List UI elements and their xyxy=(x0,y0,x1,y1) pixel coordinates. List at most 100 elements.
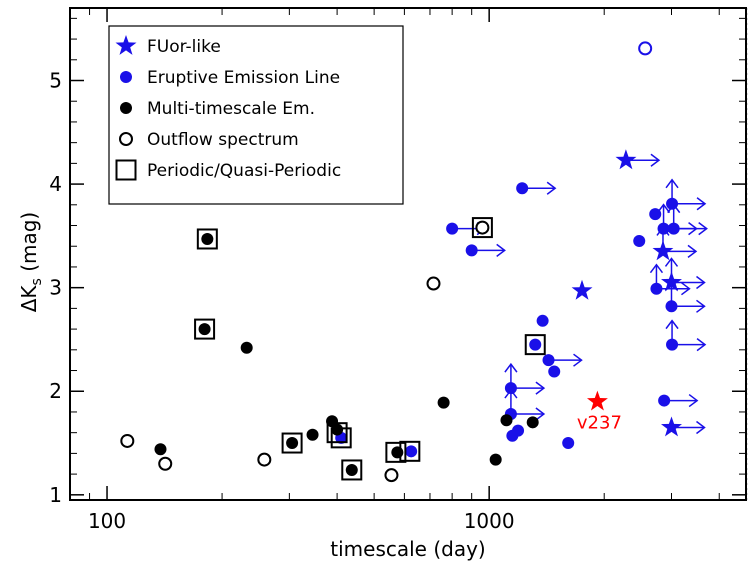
data-point-dot xyxy=(650,282,663,295)
data-point-dot xyxy=(489,453,502,466)
data-point-dot xyxy=(306,428,319,441)
data-point-dot xyxy=(657,222,670,235)
lower-limit-arrowhead-right xyxy=(687,244,698,259)
y-tick-label: 3 xyxy=(49,276,62,300)
data-point-dot xyxy=(331,423,344,436)
data-point-dot xyxy=(667,222,680,235)
x-axis-label: timescale (day) xyxy=(330,537,485,561)
data-point-star xyxy=(587,390,608,411)
data-point-square xyxy=(471,217,493,239)
axis-ticks: 1 2 3 4 5 100 1000 xyxy=(49,8,746,533)
lower-limit-arrowhead-up xyxy=(664,257,679,267)
data-point-dot xyxy=(286,437,299,450)
lower-limit-arrowhead-right xyxy=(696,338,707,352)
legend-label: Outflow spectrum xyxy=(147,130,299,150)
data-point-ring xyxy=(638,41,653,56)
data-point-dot xyxy=(500,414,513,427)
data-point-ring xyxy=(475,220,490,235)
legend-label: Eruptive Emission Line xyxy=(147,68,340,88)
data-marks: v237 xyxy=(120,41,708,483)
data-point-square xyxy=(399,440,421,462)
data-point-square xyxy=(341,459,363,481)
data-point-dot xyxy=(516,182,529,195)
legend-marker-ring xyxy=(119,132,133,146)
legend-label: Periodic/Quasi-Periodic xyxy=(147,161,341,181)
data-point-square xyxy=(330,427,352,449)
data-point-star xyxy=(661,416,682,437)
data-point-ring xyxy=(426,276,441,291)
point-annotation: v237 xyxy=(577,413,622,434)
y-tick-label: 4 xyxy=(49,172,62,196)
data-point-dot xyxy=(633,235,646,248)
lower-limit-arrowhead-up xyxy=(667,203,681,214)
data-point-square xyxy=(281,432,303,454)
legend: FUor-like Eruptive Emission Line Multi-tim… xyxy=(108,25,404,205)
legend-marker-dot xyxy=(120,71,132,83)
y-tick-label: 1 xyxy=(49,483,62,507)
data-point-dot xyxy=(526,416,539,429)
lower-limit-arrowhead-up xyxy=(504,362,518,373)
plot-frame xyxy=(69,7,747,501)
data-point-square xyxy=(196,228,218,250)
data-point-square xyxy=(524,334,546,356)
data-point-square xyxy=(194,318,216,340)
y-axis-label: ΔKs (mag) xyxy=(17,212,45,313)
data-point-ring xyxy=(257,452,272,467)
data-point-dot xyxy=(529,338,542,351)
data-point-dot xyxy=(240,341,253,354)
lower-limit-arrowhead-right xyxy=(696,275,706,290)
legend-marker-dot xyxy=(120,102,132,114)
data-point-dot xyxy=(536,314,549,327)
y-tick-label: 5 xyxy=(49,69,62,93)
lower-limit-arrowhead-up xyxy=(664,281,679,291)
lower-limit-arrowhead-up xyxy=(665,319,679,330)
data-point-dot xyxy=(562,437,575,450)
data-point-dot xyxy=(437,396,450,409)
y-tick-label: 2 xyxy=(49,379,62,403)
data-point-dot xyxy=(504,382,517,395)
data-point-dot xyxy=(666,338,679,351)
lower-limit-arrowhead-right xyxy=(650,153,661,167)
lower-limit-arrowhead-up xyxy=(504,388,518,399)
data-point-dot xyxy=(345,463,358,476)
data-point-star xyxy=(571,279,593,300)
data-point-ring xyxy=(384,468,399,483)
y-axis-label-main: ΔK xyxy=(17,285,41,313)
data-point-dot xyxy=(391,446,404,459)
legend-marker-square xyxy=(115,159,137,181)
data-point-star xyxy=(615,149,637,170)
x-tick-label: 1000 xyxy=(464,509,515,533)
lower-limit-arrowhead-up xyxy=(649,263,664,274)
lower-limit-arrowhead-right xyxy=(696,299,706,313)
data-point-dot xyxy=(465,244,478,257)
lower-limit-arrowhead-right xyxy=(535,381,546,395)
lower-limit-arrowhead-right xyxy=(688,393,699,408)
lower-limit-arrowhead-right xyxy=(546,181,557,195)
data-point-star xyxy=(652,240,674,261)
legend-box xyxy=(108,25,404,205)
data-point-dot xyxy=(154,443,167,456)
data-point-square xyxy=(326,422,348,444)
data-point-ring xyxy=(120,433,135,448)
lower-limit-arrowhead-right xyxy=(696,420,706,435)
lower-limit-arrowhead-up xyxy=(656,203,671,214)
data-point-dot xyxy=(665,300,678,313)
legend-entries: FUor-like Eruptive Emission Line Multi-tim… xyxy=(115,35,341,181)
lower-limit-arrowhead-right xyxy=(535,407,546,421)
data-point-dot xyxy=(201,232,214,245)
lower-limit-arrowhead-right xyxy=(698,222,708,236)
data-point-dot xyxy=(542,354,555,367)
x-tick-label: 100 xyxy=(88,509,126,533)
data-point-dot xyxy=(512,424,525,437)
lower-limit-arrowhead-right xyxy=(573,353,583,367)
y-axis-label-subscript: s xyxy=(29,278,45,285)
data-point-dot xyxy=(405,445,418,458)
lower-limit-arrowhead-right xyxy=(696,197,707,211)
lower-limit-arrowhead-right xyxy=(680,282,691,296)
lower-limit-arrowhead-up xyxy=(665,178,679,189)
legend-label: FUor-like xyxy=(147,37,221,57)
data-point-dot xyxy=(548,365,561,378)
data-point-dot xyxy=(446,222,459,235)
legend-marker-star xyxy=(115,35,137,55)
